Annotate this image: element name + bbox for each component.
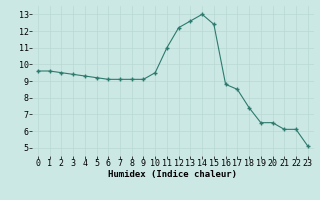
X-axis label: Humidex (Indice chaleur): Humidex (Indice chaleur): [108, 170, 237, 179]
